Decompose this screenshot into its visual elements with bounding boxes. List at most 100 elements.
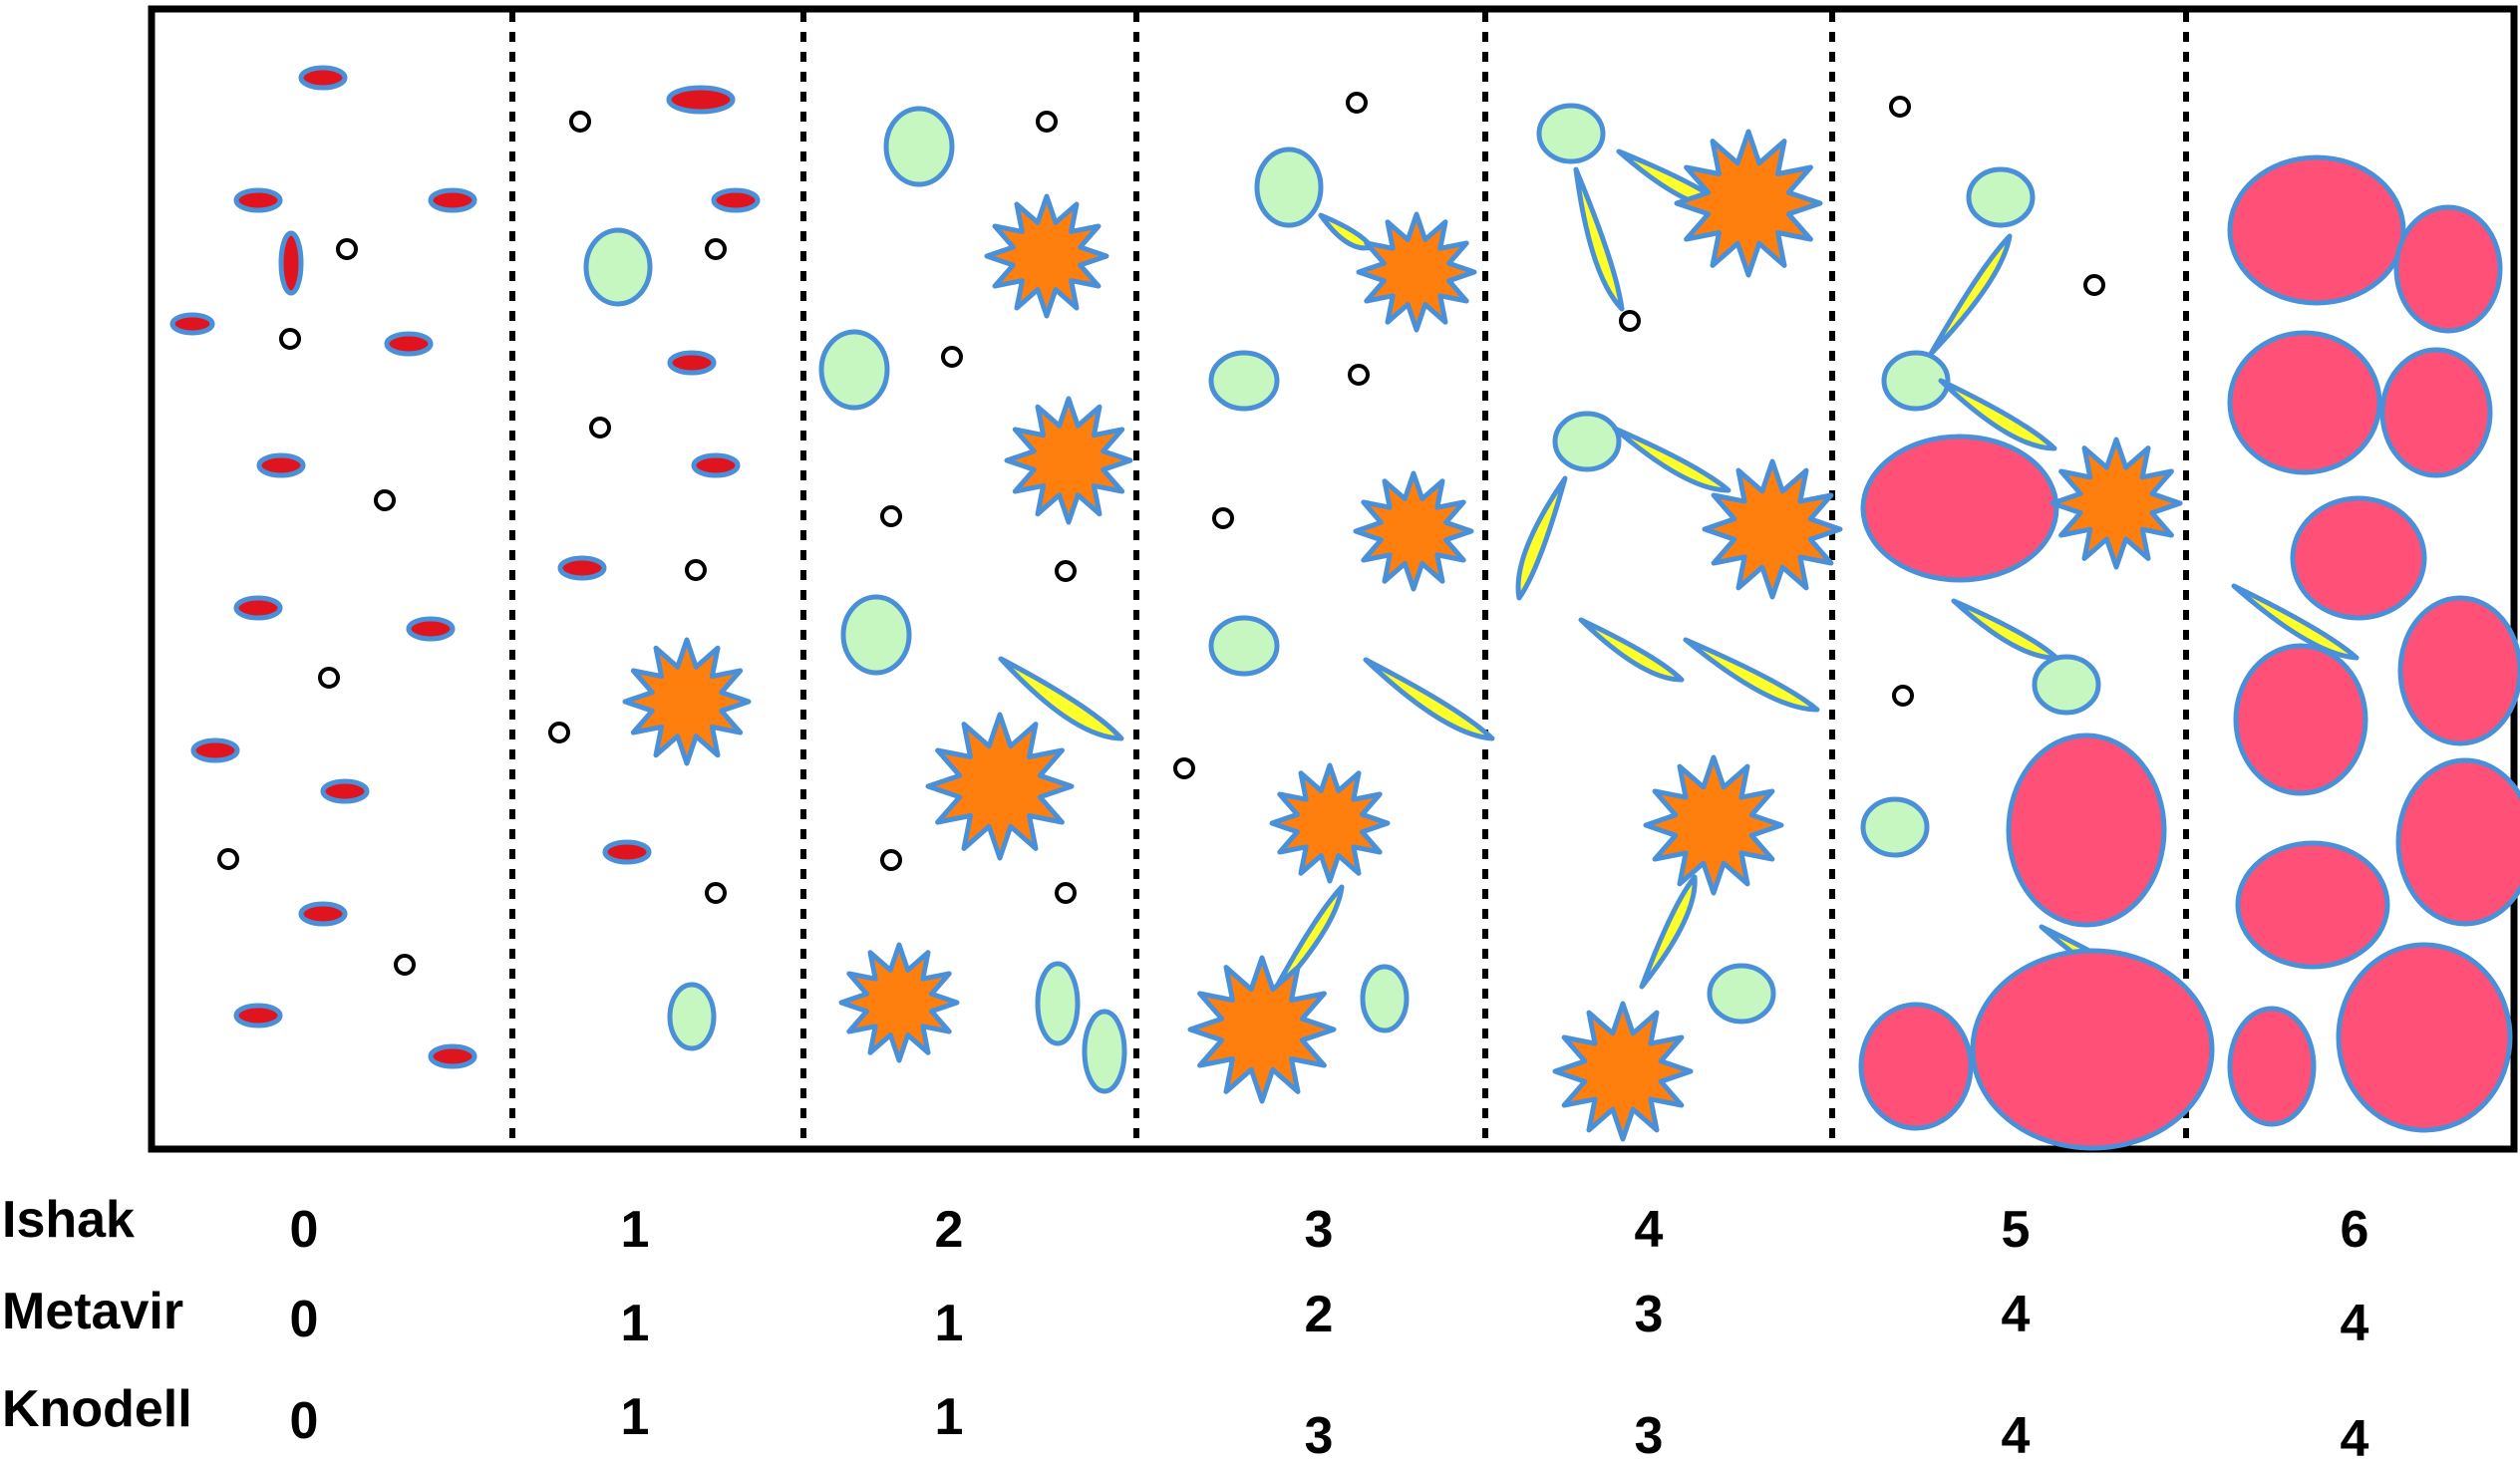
score-ishak-stage-4: 4: [1634, 1201, 1664, 1259]
cell-icon: [1208, 615, 1280, 677]
necrosis-icon: [925, 712, 1075, 861]
cell-icon: [1254, 147, 1324, 228]
score-knodell-stage-2: 1: [934, 1388, 964, 1446]
portal-tract-icon: [428, 187, 477, 213]
vein-icon: [705, 238, 727, 260]
cell-icon: [840, 594, 912, 676]
score-metavir-stage-2: 1: [934, 1295, 964, 1352]
cell-icon: [1966, 166, 2036, 228]
nodule-icon: [2336, 942, 2513, 1133]
cell-icon: [1536, 103, 1606, 164]
necrosis-icon: [1643, 754, 1784, 896]
portal-tract-icon: [428, 1043, 477, 1069]
portal-tract-icon: [406, 616, 456, 642]
septum-icon: [1928, 233, 2013, 357]
portal-tract-icon: [298, 65, 348, 91]
septum-icon: [1266, 884, 1345, 1004]
portal-tract-icon: [691, 452, 741, 478]
nodule-icon: [2290, 495, 2427, 621]
vein-icon: [279, 328, 301, 350]
vein-icon: [1892, 685, 1914, 707]
nodule-icon: [2227, 154, 2406, 306]
portal-tract-icon: [298, 901, 348, 927]
score-metavir-stage-4: 3: [1634, 1286, 1664, 1343]
vein-icon: [548, 722, 570, 743]
septum-icon: [2231, 583, 2360, 661]
stage-shapes: [169, 65, 2520, 1151]
septum-icon: [1612, 426, 1732, 493]
vein-icon: [705, 882, 727, 904]
score-ishak-stage-0: 0: [289, 1201, 319, 1259]
cell-icon: [1707, 963, 1776, 1025]
score-metavir-stage-6: 4: [2340, 1295, 2369, 1352]
septum-icon: [1683, 637, 1820, 713]
vein-icon: [685, 559, 707, 581]
necrosis-icon: [1552, 1001, 1694, 1142]
vein-icon: [941, 346, 963, 368]
score-ishak-stage-5: 5: [2001, 1201, 2031, 1259]
vein-icon: [1173, 757, 1195, 779]
portal-tract-icon: [256, 452, 306, 478]
cell-icon: [1360, 964, 1410, 1033]
score-metavir-stage-5: 4: [2001, 1286, 2031, 1343]
cell-icon: [818, 329, 890, 411]
portal-tract-icon: [233, 595, 283, 621]
cell-icon: [1208, 350, 1280, 412]
portal-tract-icon: [190, 737, 240, 763]
cell-icon: [1881, 350, 1951, 412]
nodule-icon: [2397, 595, 2520, 746]
portal-tract-icon: [384, 331, 434, 357]
score-knodell-stage-5: 4: [2001, 1407, 2031, 1465]
vein-icon: [217, 848, 239, 870]
row-label-metavir: Metavir: [2, 1283, 184, 1340]
vein-icon: [2083, 274, 2105, 296]
score-knodell-stage-1: 1: [620, 1388, 650, 1446]
nodule-icon: [2227, 330, 2382, 475]
score-table: Ishak Metavir Knodell 0 1 2 3 4 5 6 0 1 1 2 3 4 4 0 1 1 3…: [0, 1156, 2520, 1465]
score-ishak-stage-2: 2: [934, 1201, 964, 1259]
vein-icon: [318, 667, 340, 689]
nodule-icon: [2006, 733, 2167, 928]
cell-icon: [2032, 654, 2101, 716]
row-label-ishak: Ishak: [2, 1191, 135, 1249]
portal-tract-icon: [169, 312, 215, 336]
vein-icon: [336, 238, 358, 260]
vein-icon: [1036, 111, 1058, 133]
septum-icon: [1578, 617, 1685, 683]
fibrosis-stage-diagram: [148, 5, 2520, 1153]
septum-icon: [1573, 166, 1625, 312]
vein-icon: [569, 111, 591, 133]
portal-tract-icon: [667, 350, 717, 376]
vein-icon: [1889, 96, 1911, 118]
vein-icon: [374, 489, 396, 511]
necrosis-icon: [1356, 211, 1477, 333]
nodule-icon: [2233, 643, 2368, 796]
nodule-icon: [2393, 204, 2503, 334]
portal-tract-icon: [233, 187, 283, 213]
vein-icon: [1348, 364, 1370, 386]
row-label-knodell: Knodell: [2, 1380, 192, 1438]
necrosis-icon: [622, 637, 752, 766]
nodule-icon: [2395, 757, 2520, 927]
necrosis-icon: [2049, 437, 2183, 570]
score-metavir-stage-0: 0: [289, 1291, 319, 1348]
nodule-icon: [2379, 347, 2493, 478]
necrosis-icon: [1702, 458, 1843, 600]
nodule-icon: [2227, 1006, 2317, 1127]
stage-dividers: [509, 12, 2189, 1146]
vein-icon: [394, 954, 416, 976]
score-knodell-stage-3: 3: [1304, 1407, 1334, 1465]
portal-tract-icon: [557, 555, 607, 581]
necrosis-icon: [984, 193, 1109, 319]
score-ishak-stage-1: 1: [620, 1201, 650, 1259]
septum-icon: [998, 656, 1124, 741]
score-metavir-stage-1: 1: [620, 1295, 650, 1352]
vein-icon: [1212, 507, 1234, 529]
cell-icon: [583, 227, 653, 307]
vein-icon: [589, 417, 611, 439]
portal-tract-icon: [278, 230, 304, 296]
portal-tract-icon: [233, 1003, 283, 1028]
nodule-icon: [1970, 948, 2215, 1151]
necrosis-icon: [1353, 470, 1474, 592]
cell-icon: [1860, 796, 1930, 858]
